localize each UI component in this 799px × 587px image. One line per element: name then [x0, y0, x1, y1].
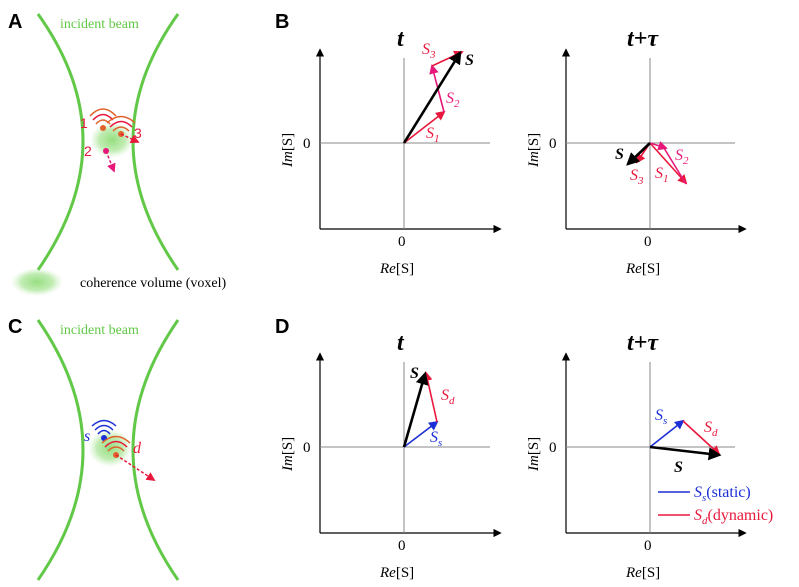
label-s3: S3	[630, 167, 644, 187]
panel-letter-c: C	[8, 316, 22, 338]
panel-letter-b: B	[275, 11, 289, 33]
x-zero-label: 0	[644, 538, 652, 554]
label-s3: S3	[422, 41, 436, 61]
scatterer-3-waves	[106, 115, 136, 132]
label-s2: S2	[446, 90, 460, 110]
scatterer-s-waves	[91, 419, 117, 435]
label-sd: Sd	[441, 387, 455, 407]
x-axis-label: Re[S]	[379, 565, 414, 581]
vector-s2b	[663, 147, 687, 185]
plot-title-t: t	[397, 330, 405, 356]
label-s-total: S	[410, 365, 419, 382]
voxel-a	[90, 122, 134, 158]
label-ss: Ss	[655, 407, 667, 427]
vector-s1	[649, 142, 688, 185]
y-axis-label: Im[S]	[526, 133, 542, 168]
vector-s-total	[402, 50, 462, 144]
scatterer-d-waves	[101, 435, 131, 452]
voxel-legend-text: coherence volume (voxel)	[80, 276, 226, 291]
y-zero-label: 0	[549, 136, 557, 152]
beam-left-edge-c	[36, 319, 85, 581]
plot-title-t: t	[397, 26, 405, 52]
vector-s2	[649, 141, 668, 151]
label-s2: S2	[675, 147, 689, 167]
beam-label-a: incident beam	[60, 17, 139, 32]
plot-title-t-tau: t+τ	[627, 330, 659, 356]
scatterer-2-label: 2	[84, 143, 92, 159]
x-zero-label: 0	[398, 538, 406, 554]
vector-s-total	[402, 371, 429, 448]
beam-label-c: incident beam	[60, 323, 139, 338]
x-axis-label: Re[S]	[379, 261, 414, 277]
plot-title-t-tau: t+τ	[627, 26, 659, 52]
y-axis-label: Im[S]	[526, 437, 542, 472]
beam-left-edge	[36, 13, 85, 271]
panel-letter-d: D	[275, 316, 289, 338]
vector-sd	[422, 371, 438, 423]
label-s-total: S	[615, 146, 624, 163]
plot-b-t-tau: 0 0 Re[S] Im[S] t+τ S S3 S1 S2	[526, 26, 747, 277]
y-axis-label: Im[S]	[280, 133, 296, 168]
y-zero-label: 0	[549, 440, 557, 456]
scatterer-d-motion	[115, 454, 156, 481]
scatterer-3-label: 3	[134, 125, 142, 141]
scatterer-3-motion	[120, 133, 140, 144]
voxel-legend: coherence volume (voxel)	[11, 268, 226, 296]
vector-s-total	[649, 445, 722, 461]
panel-letter-a: A	[8, 11, 22, 33]
vector-s1	[403, 110, 446, 144]
label-s1: S1	[426, 125, 440, 145]
x-zero-label: 0	[398, 234, 406, 250]
scatterer-1-waves	[89, 108, 117, 125]
scatterer-d-label: d	[133, 440, 142, 457]
vector-ss	[403, 420, 439, 448]
label-sd: Sd	[704, 419, 718, 439]
legend-dynamic-label: Sd(dynamic)	[694, 507, 773, 527]
label-s-total: S	[674, 459, 683, 476]
label-s1: S1	[655, 165, 669, 185]
x-axis-label: Re[S]	[625, 565, 660, 581]
x-axis-label: Re[S]	[625, 261, 660, 277]
beam-right-edge-c	[131, 319, 180, 581]
panel-c: C incident beam s d	[8, 316, 180, 581]
y-zero-label: 0	[303, 440, 311, 456]
legend-static-label: Ss(static)	[694, 484, 751, 504]
plot-d-t-tau: 0 0 Re[S] Im[S] t+τ Ss Sd S Ss(static) S…	[526, 330, 773, 581]
plot-b-t: 0 0 Re[S] Im[S] t S1 S2 S3 S	[280, 26, 502, 277]
y-axis-label: Im[S]	[280, 437, 296, 472]
scatterer-s-label: s	[84, 428, 90, 445]
scatterer-1-label: 1	[80, 115, 88, 131]
voxel-legend-swatch	[11, 268, 63, 296]
scatterer-2-motion	[105, 150, 116, 173]
beam-right-edge	[131, 13, 180, 271]
label-s-total: S	[465, 52, 474, 69]
panel-a: A incident beam 1 3 2	[8, 11, 180, 271]
scatterer-1-dot	[100, 125, 106, 131]
x-zero-label: 0	[644, 234, 652, 250]
y-zero-label: 0	[303, 136, 311, 152]
legend-d: Ss(static) Sd(dynamic)	[658, 484, 773, 527]
plot-d-t: 0 0 Re[S] Im[S] t S Sd Ss	[280, 330, 502, 581]
label-ss: Ss	[430, 429, 442, 449]
vector-ss	[649, 419, 685, 448]
vector-s-total	[626, 142, 651, 166]
